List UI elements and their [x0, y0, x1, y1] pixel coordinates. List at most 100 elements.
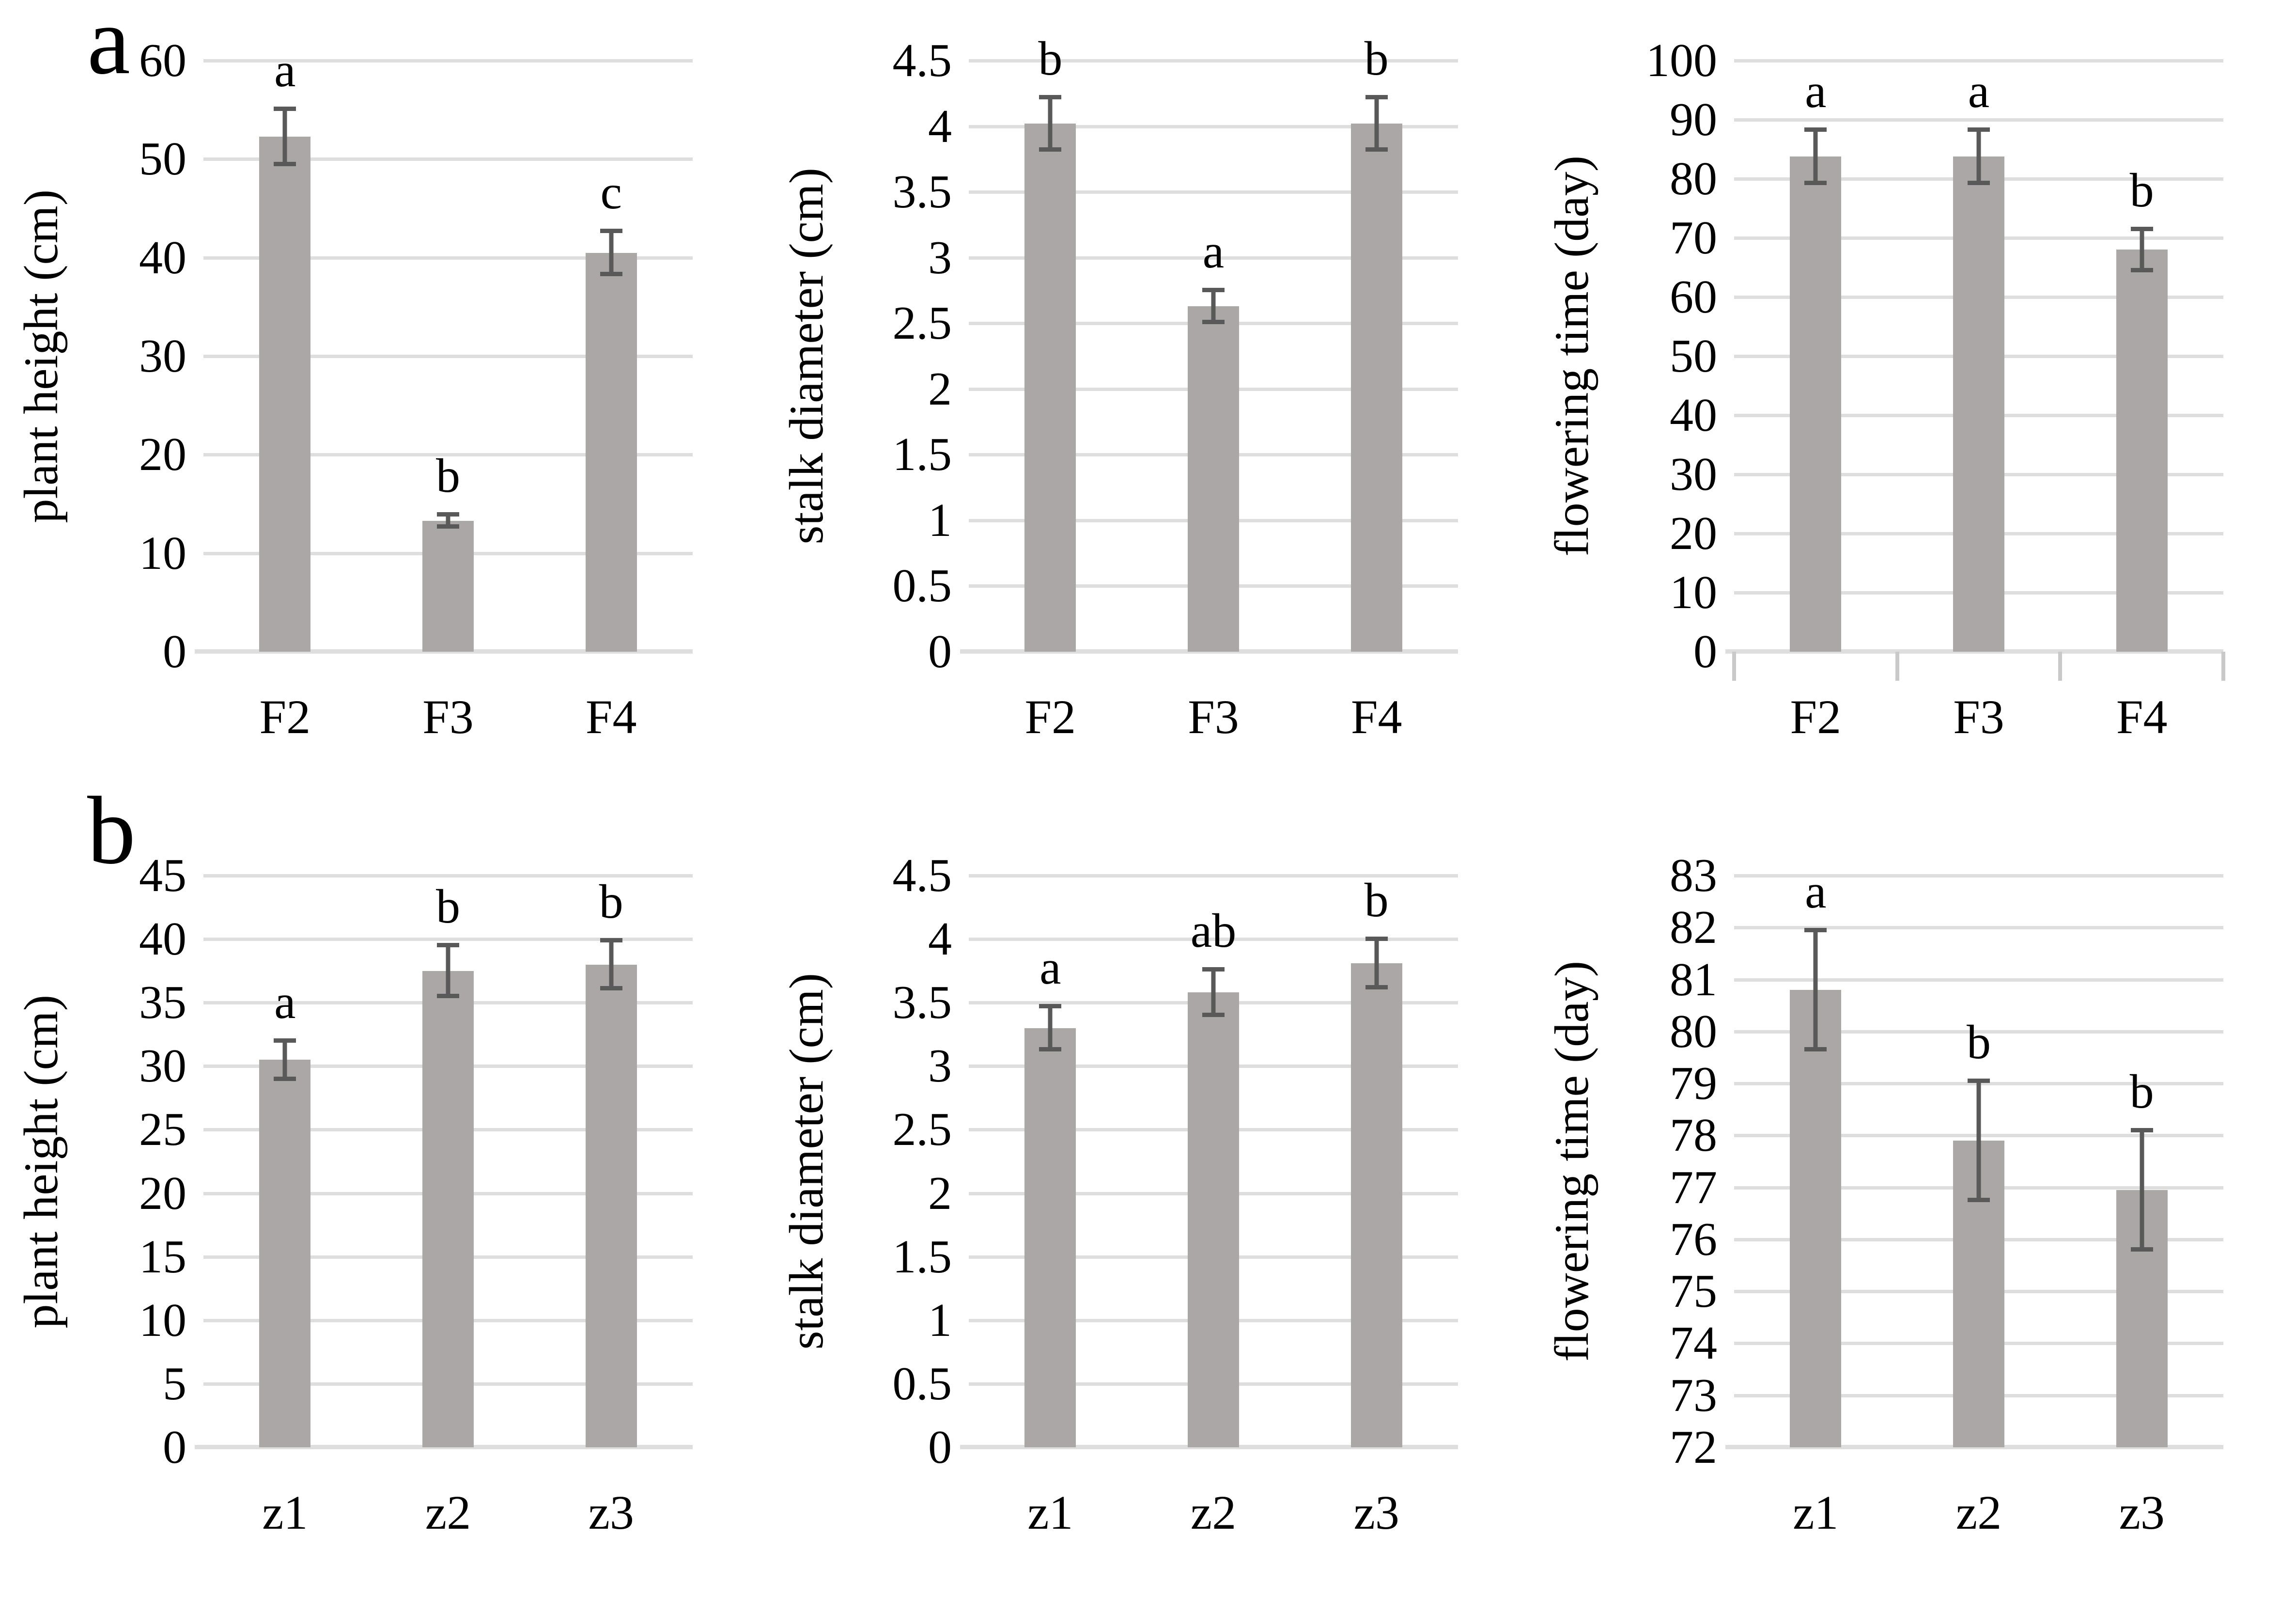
error-bar-cap-top — [274, 106, 296, 111]
gridline — [1734, 926, 2223, 930]
y-tick-label: 4.5 — [892, 849, 952, 902]
x-axis-tick — [2221, 652, 2225, 681]
error-bar-cap-top — [1202, 288, 1225, 293]
error-bar-cap-bottom — [1039, 1047, 1062, 1052]
sig-letter: a — [1039, 940, 1061, 995]
y-tick-label: 3 — [928, 231, 952, 284]
sig-letter: b — [2129, 163, 2154, 217]
error-bar-cap-bottom — [2130, 1247, 2153, 1252]
gridline — [203, 157, 693, 161]
x-tick-label: F4 — [1350, 690, 1402, 744]
y-tick-label: 90 — [1670, 94, 1717, 146]
bar-F2 — [259, 136, 311, 652]
panel-a-charts: plant height (cm) 0 10 20 30 40 50 60 a F2 b F3 c F4 … — [0, 0, 2296, 741]
gridline — [969, 190, 1458, 194]
panel-b-charts: plant height (cm) 0 5 10 15 20 25 30 35 40 45 a z1 b z… — [0, 790, 2296, 1537]
y-axis: stalk diameter (cm) — [765, 61, 848, 652]
sig-letter: a — [1805, 63, 1827, 118]
error-bar-cap-top — [1039, 1004, 1062, 1009]
sig-letter: b — [599, 874, 623, 928]
y-tick-label: 20 — [139, 1167, 186, 1220]
chart-stalk-diameter-a: stalk diameter (cm) 0 0.5 1 1.5 2 2.5 3 3.5 4 4.5 b… — [765, 34, 1531, 741]
gridline — [1734, 1030, 2223, 1034]
bar-F4 — [2116, 250, 2168, 652]
error-bar — [2140, 1130, 2144, 1250]
y-tick-label: 76 — [1670, 1213, 1717, 1266]
error-bar-cap-bottom — [437, 524, 459, 529]
sig-letter: b — [1364, 31, 1389, 85]
gridline — [203, 59, 693, 63]
error-bar — [1813, 129, 1818, 183]
gridline — [203, 938, 693, 941]
gridline — [1734, 978, 2223, 982]
error-bar-cap-bottom — [1968, 1198, 1990, 1203]
y-tick-label: 0 — [1693, 626, 1717, 678]
error-bar-cap-top — [2130, 226, 2153, 231]
chart-flowering-time-b: flowering time (day) 72 73 74 75 76 77 78 79 80 81… — [1531, 852, 2296, 1537]
error-bar-cap-bottom — [1968, 180, 1990, 185]
y-axis: plant height (cm) — [0, 61, 82, 652]
error-bar-cap-bottom — [2130, 268, 2153, 273]
sig-letter: b — [436, 449, 460, 503]
sig-letter: b — [1038, 31, 1063, 85]
y-axis: plant height (cm) — [0, 876, 82, 1447]
x-tick-label: F3 — [1188, 690, 1239, 744]
y-tick-label: 0 — [163, 626, 186, 678]
bar-F3 — [1953, 156, 2005, 652]
y-tick-label: 2 — [928, 362, 952, 415]
error-bar-cap-bottom — [274, 161, 296, 166]
bar-z1 — [1790, 990, 1842, 1447]
error-bar-cap-top — [1365, 94, 1388, 99]
error-bar — [446, 515, 450, 527]
x-tick-label: F4 — [585, 690, 637, 744]
y-axis-ticks: 0 0.5 1 1.5 2 2.5 3 3.5 4 4.5 — [848, 852, 969, 1471]
y-tick-label: 10 — [139, 1294, 186, 1347]
error-bar — [1211, 290, 1216, 322]
y-axis-title: stalk diameter (cm) — [779, 973, 833, 1350]
x-axis-tick — [2058, 652, 2063, 681]
error-bar-cap-bottom — [1202, 1013, 1225, 1018]
error-bar-cap-top — [600, 938, 622, 942]
error-bar-cap-top — [1804, 927, 1827, 932]
error-bar — [609, 940, 614, 989]
y-tick-label: 3 — [928, 1040, 952, 1093]
x-tick-label: z1 — [262, 1486, 308, 1539]
gridline — [969, 59, 1458, 63]
y-tick-label: 73 — [1670, 1369, 1717, 1422]
y-tick-label: 1 — [928, 494, 952, 547]
y-tick-label: 72 — [1670, 1421, 1717, 1473]
y-axis-ticks: 0 0.5 1 1.5 2 2.5 3 3.5 4 4.5 — [848, 37, 969, 675]
y-tick-label: 40 — [139, 231, 186, 284]
y-tick-label: 30 — [139, 330, 186, 382]
error-bar-cap-bottom — [1202, 319, 1225, 324]
error-bar — [1211, 970, 1216, 1016]
bar-z3 — [1350, 963, 1402, 1447]
gridline — [1734, 59, 2223, 63]
sig-letter: a — [1968, 63, 1990, 118]
gridline — [969, 256, 1458, 260]
error-bar — [282, 109, 287, 164]
y-tick-label: 3.5 — [892, 166, 952, 219]
y-axis: flowering time (day) — [1531, 876, 1613, 1447]
error-bar-cap-top — [1039, 94, 1062, 99]
sig-letter: a — [1805, 864, 1827, 918]
y-axis-ticks: 72 73 74 75 76 77 78 79 80 81 82 83 — [1613, 852, 1734, 1471]
chart-plant-height-b: plant height (cm) 0 5 10 15 20 25 30 35 40 45 a z1 b z… — [0, 852, 765, 1537]
error-bar-cap-bottom — [274, 1076, 296, 1081]
y-tick-label: 15 — [139, 1230, 186, 1283]
error-bar — [1374, 97, 1379, 150]
error-bar-cap-top — [1202, 967, 1225, 972]
y-tick-label: 50 — [1670, 330, 1717, 382]
gridline — [203, 453, 693, 457]
sig-letter: b — [1967, 1015, 1991, 1069]
y-axis-ticks: 0 10 20 30 40 50 60 — [82, 37, 203, 675]
bar-F3 — [422, 520, 474, 652]
panel-a: a plant height (cm) 0 10 20 30 40 50 60 a F2 b F3 c F… — [0, 0, 2296, 790]
error-bar-cap-bottom — [1365, 985, 1388, 989]
sig-letter: b — [2129, 1064, 2154, 1118]
y-tick-label: 0.5 — [892, 560, 952, 612]
sig-letter: a — [274, 974, 296, 1029]
y-tick-label: 77 — [1670, 1161, 1717, 1214]
y-tick-label: 83 — [1670, 849, 1717, 902]
chart-flowering-time-a: flowering time (day) 0 10 20 30 40 50 60 70 80 90 1… — [1531, 37, 2296, 741]
